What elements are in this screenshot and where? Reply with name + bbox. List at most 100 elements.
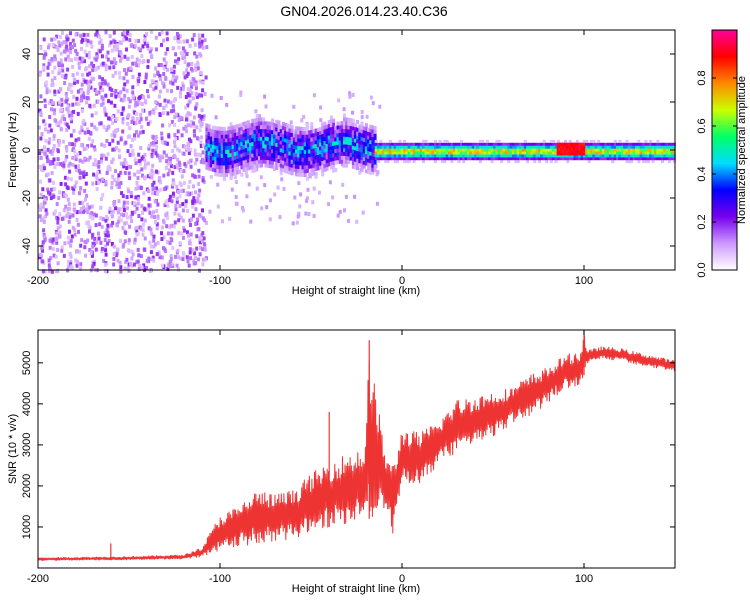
spectrogram-cell xyxy=(467,157,470,161)
spectrogram-cell xyxy=(260,136,263,141)
spectrogram-cell xyxy=(52,180,55,185)
spectrogram-cell xyxy=(194,80,198,85)
spectrogram-cell xyxy=(129,144,133,149)
spectrogram-cell xyxy=(78,191,81,196)
spectrogram-cell xyxy=(73,184,77,189)
spectrogram-cell xyxy=(277,139,281,144)
spectrogram-cell xyxy=(134,187,138,191)
spectrogram-cell xyxy=(329,127,333,131)
spectrogram-cell xyxy=(135,180,139,185)
spectrogram-cell xyxy=(481,145,485,149)
spectrogram-cell xyxy=(338,159,342,164)
spectrogram-cell xyxy=(424,151,428,155)
spectrogram-cell xyxy=(236,151,239,156)
spectrogram-cell xyxy=(305,138,309,143)
spectrogram-cell xyxy=(668,142,672,146)
spectrogram-cell xyxy=(47,62,51,66)
spectrogram-cell xyxy=(635,142,638,146)
spectrogram-cell xyxy=(360,129,364,134)
spectrogram-cell xyxy=(268,156,272,161)
spectrogram-cell xyxy=(371,160,375,164)
spectrogram-cell xyxy=(464,157,468,161)
spectrogram-cell xyxy=(630,157,634,161)
spectrogram-cell xyxy=(173,122,176,127)
spectrogram-cell xyxy=(417,145,421,149)
spectrogram-cell xyxy=(323,160,327,164)
spectrogram-cell xyxy=(582,150,586,153)
spectrogram-cell xyxy=(253,149,257,154)
spectrogram-cell xyxy=(635,154,638,158)
spectrogram-cell xyxy=(519,151,522,155)
spectrogram-cell xyxy=(137,95,141,100)
spectrogram-cell xyxy=(176,85,180,90)
spectrogram-cell xyxy=(67,240,71,245)
spectrogram-cell xyxy=(240,172,244,177)
spectrogram-cell xyxy=(153,191,157,195)
spectrogram-cell xyxy=(574,147,578,151)
spectrogram-cell xyxy=(338,155,342,160)
spectrogram-cell xyxy=(251,161,255,166)
spectrogram-cell xyxy=(286,139,290,144)
spectrogram-cell xyxy=(478,139,482,143)
spectrogram-cell xyxy=(462,154,466,158)
spectrogram-cell xyxy=(310,172,314,176)
spectrogram-cell xyxy=(369,140,373,145)
spectrogram-cell xyxy=(152,234,156,239)
spectrogram-cell xyxy=(275,150,279,155)
spectrogram-cell xyxy=(119,58,122,63)
spectrogram-cell xyxy=(253,156,257,161)
spectrogram-cell xyxy=(244,128,248,133)
spectrogram-cell xyxy=(554,154,558,158)
spectrogram-cell xyxy=(490,148,494,152)
spectrogram-cell xyxy=(65,44,69,49)
spectrogram-cell xyxy=(613,145,617,149)
spectrogram-cell xyxy=(188,240,192,245)
spectrogram-cell xyxy=(653,157,657,161)
spectrogram-cell xyxy=(509,154,513,158)
spectrogram-cell xyxy=(452,154,456,158)
spectrogram-cell xyxy=(130,219,133,224)
spectrogram-cell xyxy=(205,45,209,50)
spectrogram-cell xyxy=(264,132,268,137)
spectrogram-cell xyxy=(519,154,522,158)
spectrogram-cell xyxy=(661,151,664,155)
spectrogram-cell xyxy=(403,139,407,143)
spectrogram-cell xyxy=(136,201,140,206)
spectrogram-cell xyxy=(288,143,292,148)
spectrogram-cell xyxy=(255,144,259,149)
spectrogram-cell xyxy=(469,142,473,146)
spectrogram-cell xyxy=(64,145,68,149)
spectrogram-cell xyxy=(58,212,62,217)
spectrogram-cell xyxy=(56,248,60,252)
spectrogram-cell xyxy=(51,247,55,252)
spectrogram-cell xyxy=(162,84,166,89)
spectrogram-cell xyxy=(176,147,180,152)
spectrogram-cell xyxy=(122,204,126,209)
spectrogram-cell xyxy=(556,139,560,143)
spectrogram-cell xyxy=(642,151,646,155)
spectrogram-cell xyxy=(556,150,560,153)
spectrogram-cell xyxy=(478,142,482,146)
spectrogram-cell xyxy=(207,158,211,163)
spectrogram-cell xyxy=(279,167,283,172)
spectrogram-cell xyxy=(519,145,522,149)
spectrogram-cell xyxy=(327,154,331,159)
spectrogram-cell xyxy=(349,129,353,134)
spectrogram-cell xyxy=(288,166,292,171)
spectrogram-cell xyxy=(396,142,399,146)
spectrogram-cell xyxy=(218,157,222,162)
spectrogram-cell xyxy=(611,154,615,158)
spectrogram-cell xyxy=(189,256,193,261)
spectrogram-cell xyxy=(133,133,137,138)
spectrogram-cell xyxy=(107,124,111,129)
spectrogram-cell xyxy=(185,68,189,73)
spectrogram-cell xyxy=(308,164,312,169)
spectrogram-cell xyxy=(154,151,158,156)
spectrogram-cell xyxy=(229,126,233,131)
spectrogram-cell xyxy=(445,139,449,143)
spectrogram-cell xyxy=(340,151,344,156)
spectrogram-cell xyxy=(279,129,283,133)
spectrogram-cell xyxy=(571,142,575,146)
spectrogram-cell xyxy=(89,251,93,256)
spectrogram-cell xyxy=(377,145,381,149)
